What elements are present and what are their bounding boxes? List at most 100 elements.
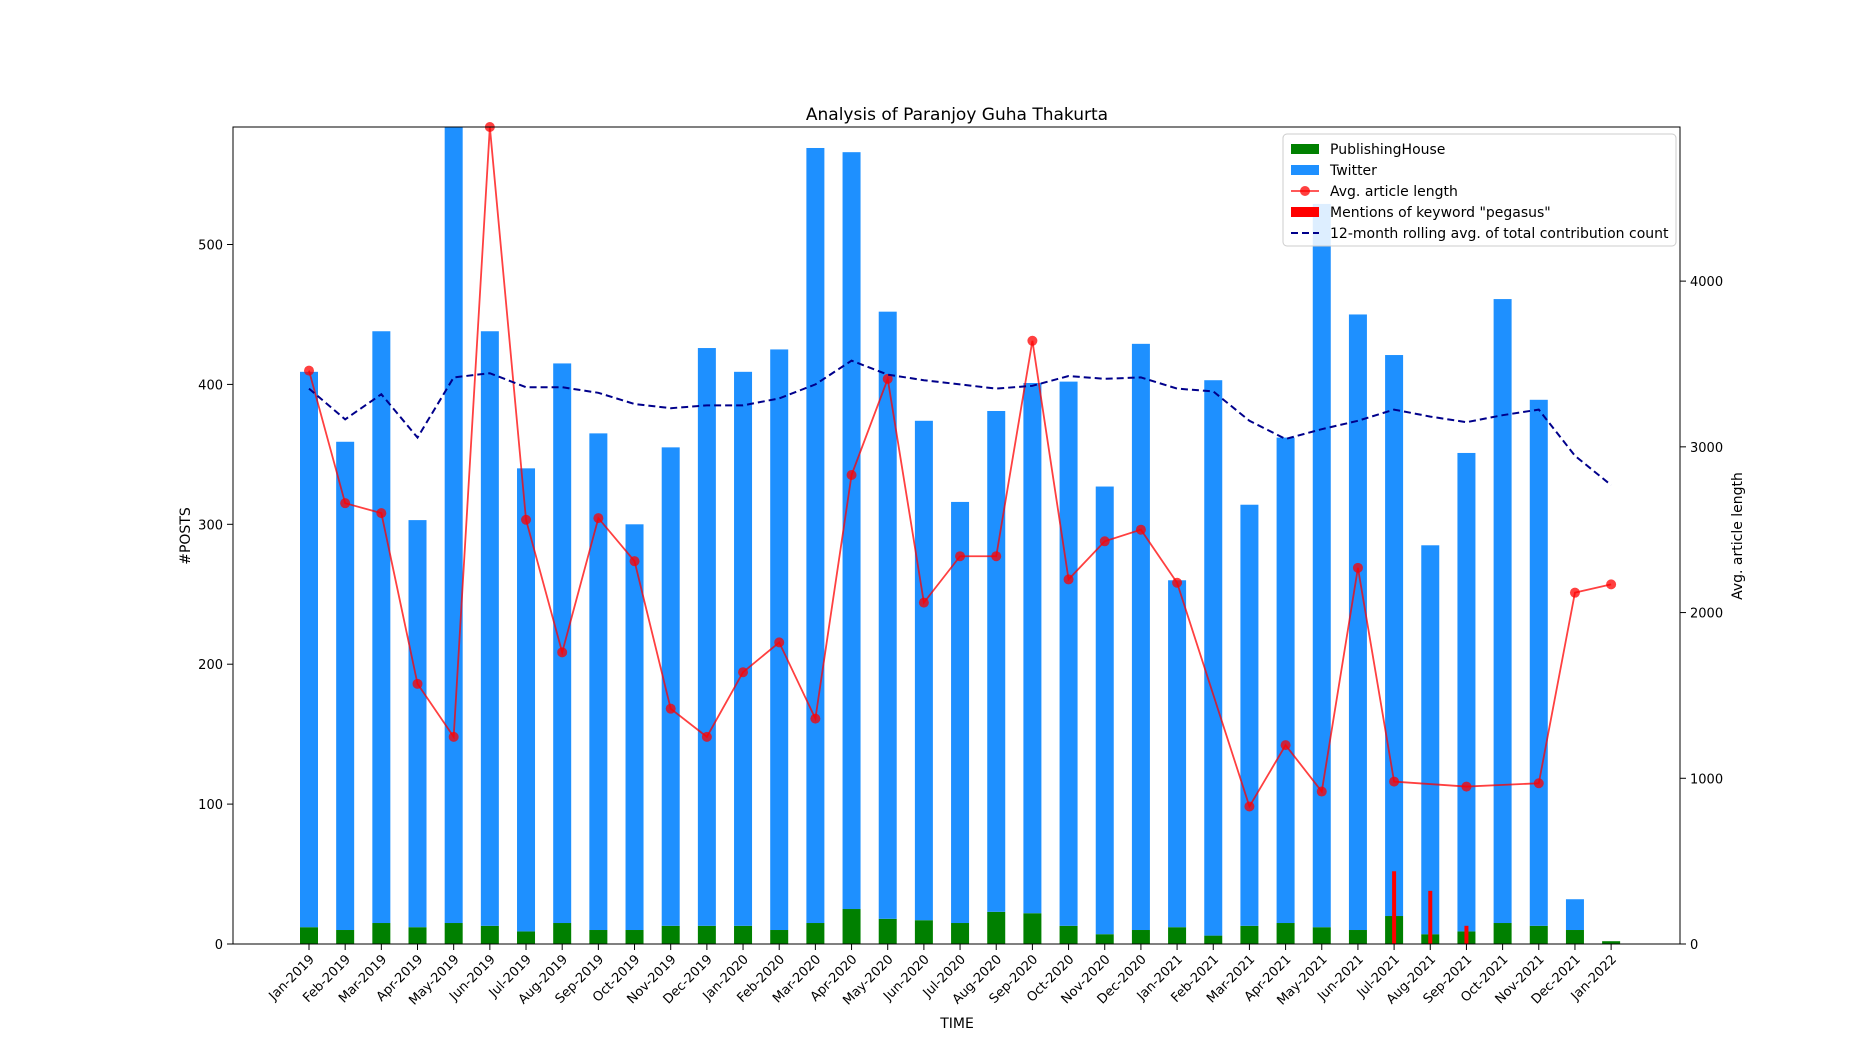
- marker-avg-article-length: [1533, 778, 1544, 789]
- marker-avg-article-length: [412, 678, 423, 689]
- chart-title: Analysis of Paranjoy Guha Thakurta: [806, 105, 1108, 125]
- bar-twitter: [1276, 437, 1295, 924]
- line-rolling-average: [308, 359, 1612, 486]
- y-tick-label: 400: [198, 378, 223, 393]
- bar-publishinghouse: [1493, 923, 1512, 944]
- legend-label: Avg. article length: [1330, 184, 1458, 200]
- bar-twitter: [1529, 399, 1548, 926]
- bar-pegasus-mentions: [1464, 925, 1469, 944]
- bar-publishinghouse: [1131, 930, 1150, 944]
- bar-publishinghouse: [951, 923, 970, 944]
- legend-swatch: [1291, 165, 1319, 175]
- y-tick-label: 300: [198, 518, 223, 533]
- marker-avg-article-length: [1244, 801, 1255, 812]
- y2-axis-label: Avg. article length: [1730, 472, 1746, 600]
- bar-twitter: [1168, 580, 1187, 928]
- marker-avg-article-length: [304, 365, 314, 376]
- bar-publishinghouse: [1168, 927, 1187, 944]
- bar-publishinghouse: [1529, 925, 1548, 944]
- marker-avg-article-length: [955, 551, 966, 562]
- marker-avg-article-length: [846, 470, 857, 481]
- marker-avg-article-length: [629, 556, 640, 567]
- marker-avg-article-length: [738, 667, 749, 678]
- marker-avg-article-length: [557, 647, 568, 658]
- bar-publishinghouse: [987, 911, 1006, 944]
- legend-label: 12-month rolling avg. of total contribut…: [1330, 226, 1669, 242]
- y-tick-label: 200: [198, 658, 223, 673]
- bar-twitter: [1385, 355, 1404, 917]
- marker-avg-article-length: [774, 637, 785, 648]
- marker-avg-article-length: [1099, 536, 1110, 547]
- y-axis-label: #POSTS: [178, 507, 194, 565]
- bar-twitter: [842, 152, 861, 910]
- marker-avg-article-length: [1135, 524, 1146, 535]
- bar-twitter: [1240, 504, 1259, 926]
- bar-twitter: [1131, 343, 1150, 931]
- x-axis-label: TIME: [939, 1016, 974, 1032]
- marker-avg-article-length: [376, 508, 387, 519]
- bar-twitter: [1312, 203, 1331, 928]
- bar-publishinghouse: [589, 930, 608, 944]
- bar-publishinghouse: [1095, 934, 1114, 944]
- y2-tick-label: 2000: [1690, 607, 1723, 622]
- bar-publishinghouse: [444, 923, 463, 944]
- bar-publishinghouse: [336, 930, 355, 944]
- marker-avg-article-length: [1316, 786, 1327, 797]
- legend-frame: [1282, 133, 1677, 247]
- bar-publishinghouse: [842, 909, 861, 944]
- legend-swatch: [1291, 207, 1319, 217]
- marker-avg-article-length: [521, 514, 532, 525]
- bar-publishinghouse: [553, 923, 572, 944]
- bar-twitter: [625, 524, 644, 931]
- y2-tick-label: 0: [1690, 938, 1698, 953]
- plot-frame: [232, 126, 1681, 945]
- marker-avg-article-length: [1352, 562, 1363, 573]
- marker-avg-article-length: [810, 713, 821, 724]
- bar-publishinghouse: [372, 923, 391, 944]
- marker-avg-article-length: [701, 731, 712, 742]
- bar-twitter: [987, 410, 1006, 912]
- bar-twitter: [408, 520, 427, 928]
- y-tick-label: 0: [215, 938, 223, 953]
- bar-twitter: [1457, 452, 1476, 932]
- marker-avg-article-length: [448, 731, 459, 742]
- y-tick-label: 100: [198, 798, 223, 813]
- bar-twitter: [878, 311, 897, 919]
- legend-marker: [1300, 186, 1310, 196]
- bar-publishinghouse: [300, 927, 318, 944]
- bar-publishinghouse: [1565, 930, 1584, 944]
- bar-twitter: [300, 371, 318, 928]
- legend-label: PublishingHouse: [1330, 142, 1445, 158]
- bar-twitter: [697, 348, 716, 926]
- marker-avg-article-length: [1606, 579, 1617, 590]
- bar-twitter: [951, 501, 970, 924]
- bar-publishinghouse: [1312, 927, 1331, 944]
- line-avg-article-length: [308, 126, 1612, 809]
- y2-tick-label: 4000: [1690, 275, 1723, 290]
- marker-avg-article-length: [991, 551, 1002, 562]
- legend: PublishingHouse Twitter Avg. article lengt…: [1282, 133, 1677, 247]
- marker-avg-article-length: [593, 513, 604, 524]
- bar-twitter: [1493, 299, 1512, 924]
- bar-twitter: [589, 433, 608, 931]
- bar-publishinghouse: [878, 918, 897, 944]
- bar-twitter: [1421, 545, 1440, 935]
- bar-twitter: [480, 331, 499, 926]
- bar-publishinghouse: [1602, 941, 1621, 944]
- bar-publishinghouse: [914, 920, 933, 944]
- bar-twitter: [372, 331, 391, 924]
- marker-avg-article-length: [1063, 574, 1074, 585]
- bar-twitter: [1348, 314, 1367, 931]
- marker-avg-article-length: [1027, 335, 1038, 346]
- bar-publishinghouse: [1023, 913, 1042, 944]
- bar-twitter: [553, 363, 572, 924]
- bar-twitter: [1204, 380, 1223, 936]
- bar-publishinghouse: [806, 923, 825, 944]
- bar-twitter: [1059, 381, 1078, 926]
- bar-twitter: [1095, 486, 1114, 935]
- bar-publishinghouse: [625, 930, 644, 944]
- bar-publishinghouse: [408, 927, 427, 944]
- marker-avg-article-length: [1389, 776, 1400, 787]
- y-tick-label: 500: [198, 239, 223, 254]
